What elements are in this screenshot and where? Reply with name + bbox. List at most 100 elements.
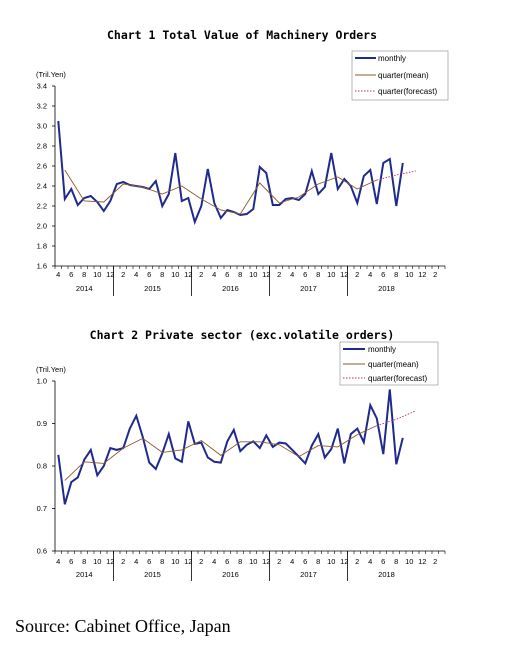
- chart-2-xtick-label: 10: [327, 557, 335, 566]
- chart-2-ytick-label: 0.7: [37, 504, 47, 513]
- chart-2: Chart 2 Private sector (exc.volatile ord…: [36, 328, 446, 581]
- chart-1-ytick-label: 3.4: [37, 82, 47, 91]
- chart-2-xtick-label: 2: [121, 557, 125, 566]
- chart-1-xtick-label: 2: [355, 270, 359, 279]
- chart-1-year-label: 2016: [222, 284, 239, 293]
- chart-1-xtick-label: 8: [394, 270, 398, 279]
- chart-1-xtick-label: 4: [134, 270, 138, 279]
- chart-1-ytick-label: 1.8: [37, 242, 47, 251]
- chart-1-xtick-label: 10: [249, 270, 257, 279]
- chart-2-xtick-label: 8: [238, 557, 242, 566]
- chart-1-xtick-label: 10: [405, 270, 413, 279]
- chart-1-xtick-label: 8: [82, 270, 86, 279]
- chart-1-legend: monthly quarter(mean) quarter(forecast): [351, 50, 449, 101]
- chart-1-title: Chart 1 Total Value of Machinery Orders: [107, 28, 377, 42]
- chart-1-xtick-label: 6: [147, 270, 151, 279]
- chart-1-ytick-label: 2.0: [37, 222, 47, 231]
- chart-1-ytick-label: 3.0: [37, 122, 47, 131]
- chart-1-xtick-label: 6: [381, 270, 385, 279]
- chart-1-xtick-label: 12: [184, 270, 192, 279]
- chart-1-xtick-label: 10: [327, 270, 335, 279]
- chart-2-ytick-label: 0.8: [37, 462, 47, 471]
- chart-2-xtick-label: 12: [184, 557, 192, 566]
- chart-2-xtick-label: 12: [340, 557, 348, 566]
- chart-1-ytick-label: 2.4: [37, 182, 47, 191]
- chart-1-legend-monthly: monthly: [378, 54, 406, 63]
- chart-1-legend-box: [351, 50, 449, 101]
- chart-2-ytick-label: 1.0: [37, 377, 47, 386]
- chart-1-year-label: 2014: [76, 284, 93, 293]
- chart-1-ytick-label: 2.2: [37, 202, 47, 211]
- chart-1-xtick-label: 2: [277, 270, 281, 279]
- chart-2-ytick-label: 0.6: [37, 547, 47, 556]
- chart-2-year-label: 2015: [144, 570, 161, 579]
- chart-1-ytick-label: 2.8: [37, 142, 47, 151]
- chart-2-year-label: 2017: [300, 570, 317, 579]
- chart-1-ytick-label: 2.6: [37, 162, 47, 171]
- chart-1-xtick-label: 12: [340, 270, 348, 279]
- chart-1-year-label: 2018: [378, 284, 395, 293]
- source-note: Source: Cabinet Office, Japan: [15, 616, 231, 636]
- chart-2-series-quarter-forecast: [376, 410, 416, 427]
- chart-2-title: Chart 2 Private sector (exc.volatile ord…: [90, 328, 395, 342]
- chart-1-legend-forecast: quarter(forecast): [378, 87, 437, 96]
- chart-2-xtick-label: 6: [69, 557, 73, 566]
- chart-2-xtick-label: 12: [418, 557, 426, 566]
- chart-2-year-label: 2016: [222, 570, 239, 579]
- chart-1-ytick-label: 3.2: [37, 102, 47, 111]
- chart-1-xtick-label: 8: [160, 270, 164, 279]
- chart-2-axes: 0.60.70.80.91.04 6 8 10 12 2 4 6 8 10 12 2 4 6 8 10 12 2 4…: [37, 377, 446, 581]
- chart-1-xtick-label: 12: [418, 270, 426, 279]
- chart-2-legend: monthly quarter(mean) quarter(forecast): [339, 341, 439, 386]
- chart-1-year-label: 2017: [300, 284, 317, 293]
- chart-2-series: [57, 389, 416, 505]
- chart-2-legend-monthly: monthly: [368, 345, 396, 354]
- chart-2-xtick-label: 4: [212, 557, 216, 566]
- chart-2-xtick-label: 4: [290, 557, 294, 566]
- chart-2-xtick-label: 6: [225, 557, 229, 566]
- chart-2-xtick-label: 10: [405, 557, 413, 566]
- chart-2-xtick-label: 2: [433, 557, 437, 566]
- chart-1-year-label: 2015: [144, 284, 161, 293]
- chart-1-xtick-label: 6: [225, 270, 229, 279]
- chart-1-xtick-label: 4: [368, 270, 372, 279]
- chart-2-xtick-label: 4: [134, 557, 138, 566]
- chart-1-series-quarter-mean: [64, 169, 377, 215]
- chart-2-year-label: 2018: [378, 570, 395, 579]
- chart-2-xtick-label: 10: [249, 557, 257, 566]
- chart-2-series-monthly: [57, 389, 404, 505]
- chart-1-xtick-label: 8: [238, 270, 242, 279]
- chart-2-xtick-label: 2: [277, 557, 281, 566]
- chart-1-xtick-label: 2: [433, 270, 437, 279]
- chart-1-xtick-label: 12: [106, 270, 114, 279]
- chart-2-xtick-label: 6: [147, 557, 151, 566]
- chart-1-xtick-label: 2: [121, 270, 125, 279]
- chart-2-xtick-label: 2: [355, 557, 359, 566]
- chart-1-xtick-label: 4: [212, 270, 216, 279]
- chart-1-xtick-label: 6: [69, 270, 73, 279]
- chart-1-xtick-label: 8: [316, 270, 320, 279]
- chart-2-xtick-label: 12: [106, 557, 114, 566]
- chart-2-legend-mean: quarter(mean): [368, 360, 419, 369]
- chart-1-xtick-label: 2: [199, 270, 203, 279]
- chart-2-xtick-label: 6: [381, 557, 385, 566]
- chart-2-xtick-label: 12: [262, 557, 270, 566]
- chart-2-xtick-label: 8: [394, 557, 398, 566]
- chart-2-xtick-label: 8: [82, 557, 86, 566]
- chart-1-xtick-label: 6: [303, 270, 307, 279]
- chart-2-ylabel: (Tril.Yen): [36, 365, 66, 374]
- chart-1-legend-mean: quarter(mean): [378, 71, 429, 80]
- chart-1-axes: 1.61.82.02.22.42.62.83.03.23.44 6 8 10 12 2 4 6…: [37, 82, 446, 296]
- chart-2-xtick-label: 8: [160, 557, 164, 566]
- chart-1-xtick-label: 10: [93, 270, 101, 279]
- chart-1-series-quarter-forecast: [376, 170, 416, 181]
- chart-2-series-quarter-mean: [64, 425, 377, 481]
- chart-1: Chart 1 Total Value of Machinery Orders …: [36, 28, 449, 296]
- chart-1-series-monthly: [57, 120, 404, 226]
- chart-2-legend-forecast: quarter(forecast): [368, 374, 427, 383]
- chart-2-xtick-label: 8: [316, 557, 320, 566]
- chart-2-xtick-label: 6: [303, 557, 307, 566]
- chart-1-ytick-label: 1.6: [37, 262, 47, 271]
- chart-1-xtick-label: 4: [56, 270, 60, 279]
